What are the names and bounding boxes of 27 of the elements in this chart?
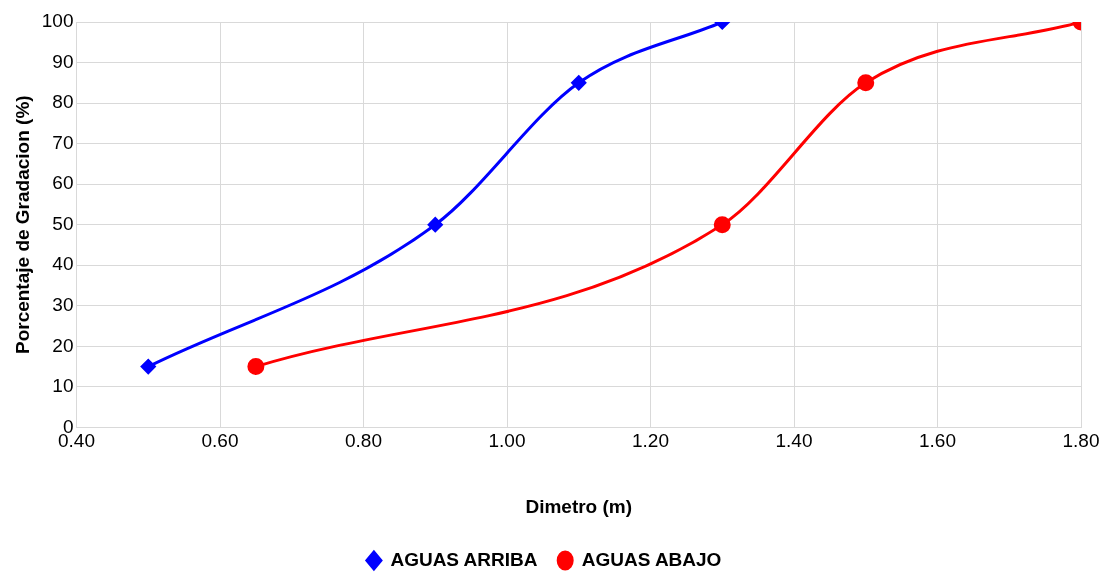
y-tick-label: 60 (52, 172, 74, 194)
point (571, 75, 587, 91)
point (713, 216, 731, 234)
y-tick-label: 80 (52, 91, 74, 113)
point (857, 74, 875, 92)
y-tick-label: 30 (52, 294, 74, 316)
point (247, 358, 265, 376)
y-tick-label: 40 (52, 253, 74, 275)
x-tick-label: 1.80 (1062, 430, 1100, 452)
x-tick-label: 1.20 (632, 430, 669, 452)
x-tick-label: 1.40 (775, 430, 813, 452)
y-axis-title: Porcentaje de Gradacion (%) (11, 95, 33, 355)
x-tick-label: 1.60 (919, 430, 956, 452)
y-tick-label: 70 (52, 131, 74, 153)
x-tick-label: 0.60 (201, 430, 239, 452)
y-tick-label: 10 (52, 375, 74, 397)
y-tick-label: 50 (52, 212, 74, 234)
y-tick-label: 20 (52, 334, 74, 356)
point (427, 217, 443, 233)
point (140, 359, 156, 375)
y-tick-label: 90 (52, 50, 74, 72)
x-axis-title: Dimetro (m) (525, 495, 633, 517)
x-tick-label: 1.00 (488, 430, 526, 452)
legend-label: AGUAS ABAJO (581, 548, 722, 570)
x-tick-label: 0.80 (345, 430, 382, 452)
legend-label: AGUAS ARRIBA (390, 548, 538, 570)
y-tick-label: 100 (41, 10, 74, 32)
